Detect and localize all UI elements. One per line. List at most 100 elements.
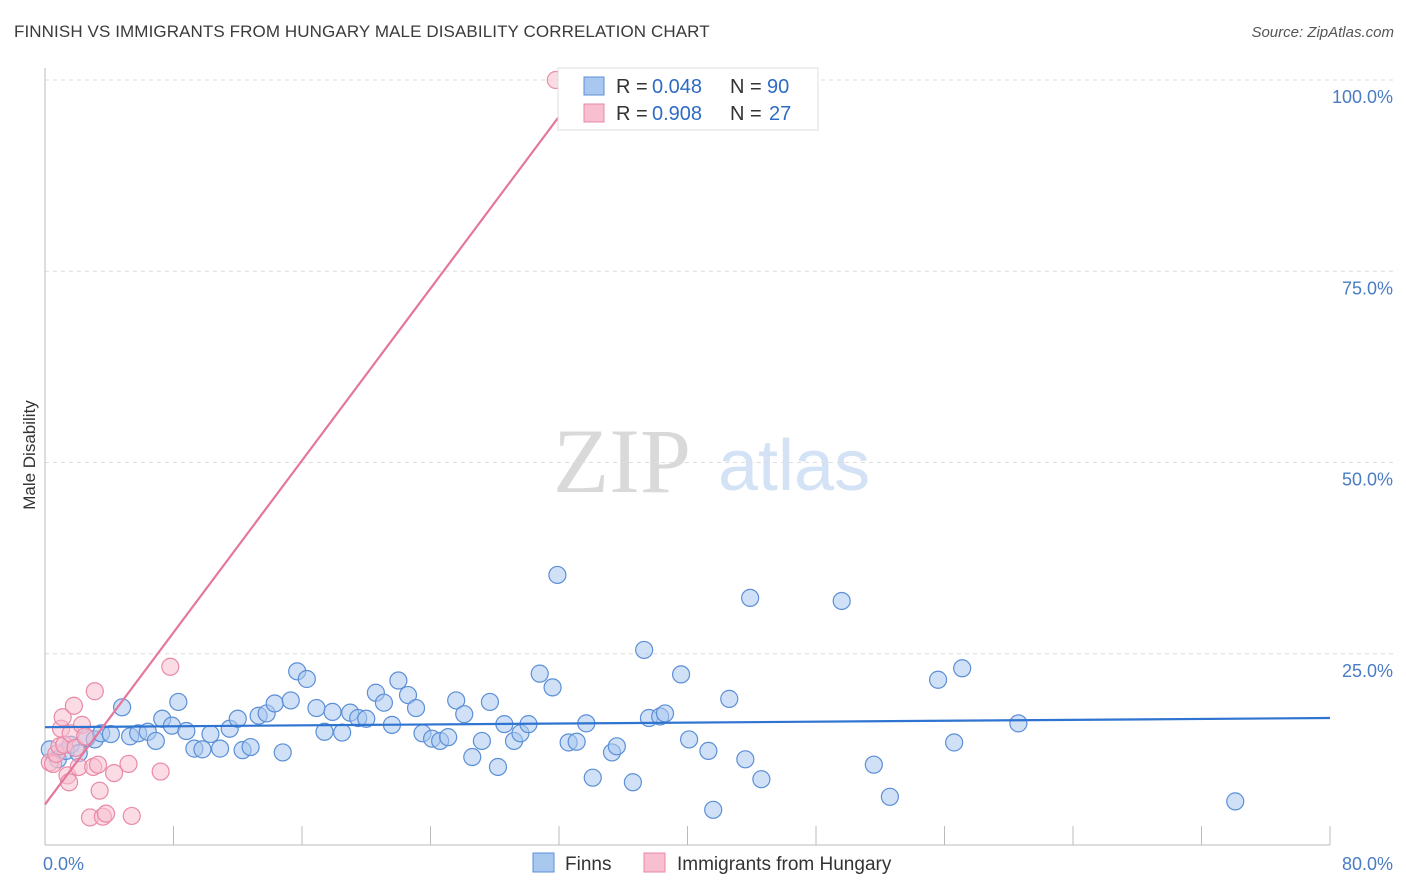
point-finns-51 [455,705,474,724]
point-hungary-24 [122,806,141,826]
point-hungary-19 [90,781,109,800]
legend-n-label-hungary: N = [730,103,762,125]
y-tick-label-75: 75.0% [1342,278,1393,298]
point-finns-9 [112,698,132,717]
point-finns-68 [607,737,626,756]
x-tick-labels: 0.0% 80.0% [43,854,1393,874]
point-finns-29 [273,743,292,762]
point-finns-61 [543,678,562,697]
point-finns-28 [265,694,284,713]
point-finns-8 [101,724,120,744]
point-hungary-23 [119,754,138,774]
point-finns-86 [945,733,964,752]
point-hungary-17 [85,682,104,701]
point-finns-16 [169,692,188,712]
point-finns-79 [736,750,755,769]
point-finns-75 [680,730,699,749]
trend-line-hungary [44,79,588,806]
point-hungary-18 [88,755,108,774]
legend-r-value-hungary: 0.908 [652,103,702,125]
point-finns-54 [480,692,500,712]
point-finns-83 [864,755,883,774]
point-finns-50 [447,691,466,710]
legend-swatch-finns [583,76,605,96]
point-finns-36 [333,723,352,742]
bottom-legend-label-finns: Finns [565,854,611,875]
point-finns-88 [1009,714,1028,733]
y-tick-label-50: 50.0% [1342,470,1393,490]
legend-r-value-finns: 0.048 [652,76,702,98]
point-finns-76 [699,741,718,761]
point-finns-60 [530,664,549,683]
series-finns-points [40,565,1245,819]
point-hungary-10 [64,696,84,715]
watermark-atlas: atlas [718,426,870,506]
legend-n-label-finns: N = [730,76,762,98]
y-tick-labels: 100.0% 75.0% 50.0% 25.0% [1332,87,1393,681]
point-finns-82 [832,591,851,611]
point-hungary-25 [151,762,170,781]
y-axis-label: Male Disability [20,400,39,510]
point-finns-41 [374,693,394,712]
point-finns-70 [635,640,654,660]
point-finns-43 [389,671,408,690]
point-finns-53 [472,731,491,751]
point-finns-44 [398,685,418,705]
point-finns-23 [228,709,247,728]
point-finns-64 [567,732,586,751]
point-finns-74 [671,665,691,684]
watermark-zip: ZIP [553,410,691,512]
point-finns-35 [323,702,342,721]
point-finns-81 [752,770,771,789]
gridlines [45,79,1395,655]
point-finns-73 [655,704,675,723]
point-finns-89 [1226,792,1245,811]
point-hungary-5 [53,708,72,727]
trend-lines [44,79,1331,806]
legend-r-label-finns: R = [616,76,648,98]
series-legend: Finns Immigrants from Hungary [532,852,892,875]
point-finns-20 [201,724,220,744]
point-finns-85 [928,670,948,689]
source-label: Source: ZipAtlas.com [1251,24,1394,41]
legend-r-label-hungary: R = [616,103,648,125]
x-tick-label-0: 0.0% [43,854,84,874]
point-finns-55 [488,757,508,777]
point-finns-49 [439,728,458,747]
y-tick-label-100: 100.0% [1332,87,1393,107]
trend-line-finns [44,716,1331,729]
point-finns-66 [583,768,602,787]
point-finns-32 [297,669,316,689]
bottom-legend-swatch-finns [532,852,555,873]
point-finns-30 [281,691,300,710]
point-finns-78 [720,689,739,708]
point-finns-13 [146,731,165,751]
bottom-legend-swatch-hungary [643,852,666,873]
point-finns-87 [953,659,972,678]
point-finns-80 [741,588,760,608]
point-finns-25 [241,737,260,757]
point-finns-84 [880,787,899,806]
legend-swatch-hungary [583,103,605,123]
point-finns-52 [463,747,482,767]
point-finns-19 [193,740,212,759]
point-hungary-26 [161,657,180,676]
correlation-legend: R = 0.048 N = 90 R = 0.908 N = 27 [557,67,819,131]
point-finns-39 [357,709,376,728]
point-finns-45 [406,698,426,718]
point-finns-69 [623,773,642,792]
point-finns-33 [307,698,326,718]
point-finns-77 [704,800,723,819]
point-hungary-22 [104,763,124,783]
chart-title: FINNISH VS IMMIGRANTS FROM HUNGARY MALE … [14,22,710,41]
legend-n-value-hungary: 27 [769,103,791,125]
point-hungary-21 [96,804,116,823]
point-finns-21 [210,739,230,758]
legend-n-value-finns: 90 [767,76,789,98]
y-tick-label-25: 25.0% [1342,661,1393,681]
x-ticks [44,826,1331,845]
series-hungary-points [40,70,565,827]
point-finns-34 [315,722,334,741]
point-hungary-8 [59,773,79,792]
